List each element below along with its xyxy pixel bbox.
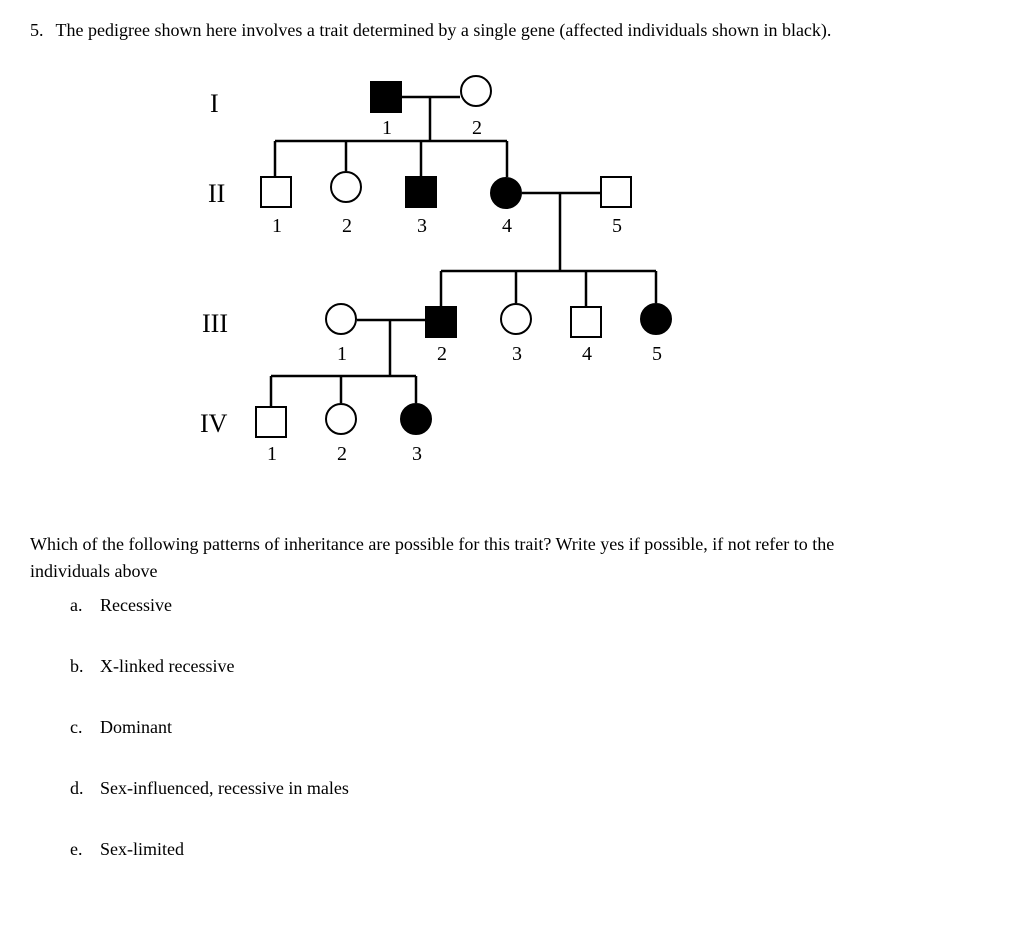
option-text: Sex-limited	[100, 839, 184, 860]
pedigree-node-number: 3	[407, 215, 437, 238]
pedigree-node-II-3	[405, 176, 437, 208]
question-header: 5. The pedigree shown here involves a tr…	[30, 20, 994, 41]
option-text: Recessive	[100, 595, 172, 616]
option-letter: d.	[70, 778, 100, 799]
pedigree-node-II-5	[600, 176, 632, 208]
pedigree-node-number: 2	[332, 215, 362, 238]
prompt-line1: Which of the following patterns of inher…	[30, 534, 834, 554]
question-text: The pedigree shown here involves a trait…	[56, 20, 832, 41]
pedigree-node-number: 1	[372, 117, 402, 140]
pedigree-node-II-4	[490, 177, 522, 209]
pedigree-node-IV-3	[400, 403, 432, 435]
question-prompt: Which of the following patterns of inher…	[30, 531, 994, 585]
generation-label: II	[208, 179, 225, 209]
option-row: b.X-linked recessive	[70, 656, 994, 677]
pedigree-node-number: 2	[327, 443, 357, 466]
option-text: Dominant	[100, 717, 172, 738]
option-letter: e.	[70, 839, 100, 860]
option-row: e.Sex-limited	[70, 839, 994, 860]
option-row: c.Dominant	[70, 717, 994, 738]
pedigree-node-number: 2	[427, 343, 457, 366]
option-row: a.Recessive	[70, 595, 994, 616]
option-letter: b.	[70, 656, 100, 677]
pedigree-node-I-2	[460, 75, 492, 107]
question-number: 5.	[30, 20, 44, 41]
option-row: d.Sex-influenced, recessive in males	[70, 778, 994, 799]
pedigree-node-III-5	[640, 303, 672, 335]
pedigree-node-number: 3	[402, 443, 432, 466]
pedigree-node-III-4	[570, 306, 602, 338]
option-text: Sex-influenced, recessive in males	[100, 778, 349, 799]
pedigree-node-IV-2	[325, 403, 357, 435]
pedigree-node-number: 4	[492, 215, 522, 238]
pedigree-node-number: 2	[462, 117, 492, 140]
pedigree-node-III-3	[500, 303, 532, 335]
pedigree-node-II-1	[260, 176, 292, 208]
options-list: a.Recessive b.X-linked recessive c.Dominan…	[70, 595, 994, 860]
pedigree-node-number: 5	[602, 215, 632, 238]
pedigree-chart: IIIIIIIV121234512345123	[130, 71, 994, 511]
pedigree-node-I-1	[370, 81, 402, 113]
pedigree-node-number: 1	[257, 443, 287, 466]
prompt-line2: individuals above	[30, 561, 157, 581]
pedigree-node-III-1	[325, 303, 357, 335]
generation-label: I	[210, 89, 219, 119]
option-letter: c.	[70, 717, 100, 738]
pedigree-node-number: 1	[327, 343, 357, 366]
generation-label: III	[202, 309, 228, 339]
generation-label: IV	[200, 409, 227, 439]
pedigree-node-IV-1	[255, 406, 287, 438]
pedigree-node-II-2	[330, 171, 362, 203]
option-text: X-linked recessive	[100, 656, 234, 677]
pedigree-node-number: 4	[572, 343, 602, 366]
pedigree-node-III-2	[425, 306, 457, 338]
pedigree-node-number: 3	[502, 343, 532, 366]
pedigree-node-number: 1	[262, 215, 292, 238]
pedigree-node-number: 5	[642, 343, 672, 366]
option-letter: a.	[70, 595, 100, 616]
